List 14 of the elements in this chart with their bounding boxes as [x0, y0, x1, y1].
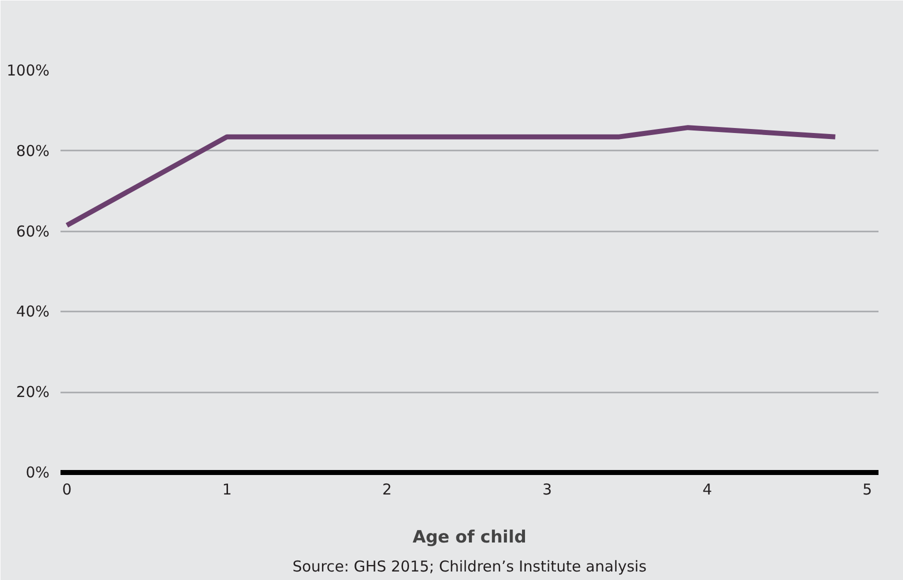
x-tick-label: 5 — [862, 480, 872, 498]
y-tick-label: 100% — [6, 62, 50, 80]
x-tick-label: 2 — [382, 480, 392, 498]
x-tick-label: 4 — [702, 480, 712, 498]
x-tick-label: 0 — [62, 480, 72, 498]
x-axis-title: Age of child — [412, 528, 526, 548]
x-tick-label: 3 — [542, 480, 552, 498]
y-tick-label: 40% — [16, 302, 50, 321]
y-tick-label: 20% — [16, 383, 50, 402]
y-tick-label: 80% — [16, 142, 50, 160]
y-tick-label: 0% — [26, 464, 50, 482]
x-tick-label: 1 — [222, 480, 232, 498]
y-tick-label: 60% — [16, 222, 50, 240]
source-note: Source: GHS 2015; Children’s Institute analysis — [292, 558, 647, 576]
